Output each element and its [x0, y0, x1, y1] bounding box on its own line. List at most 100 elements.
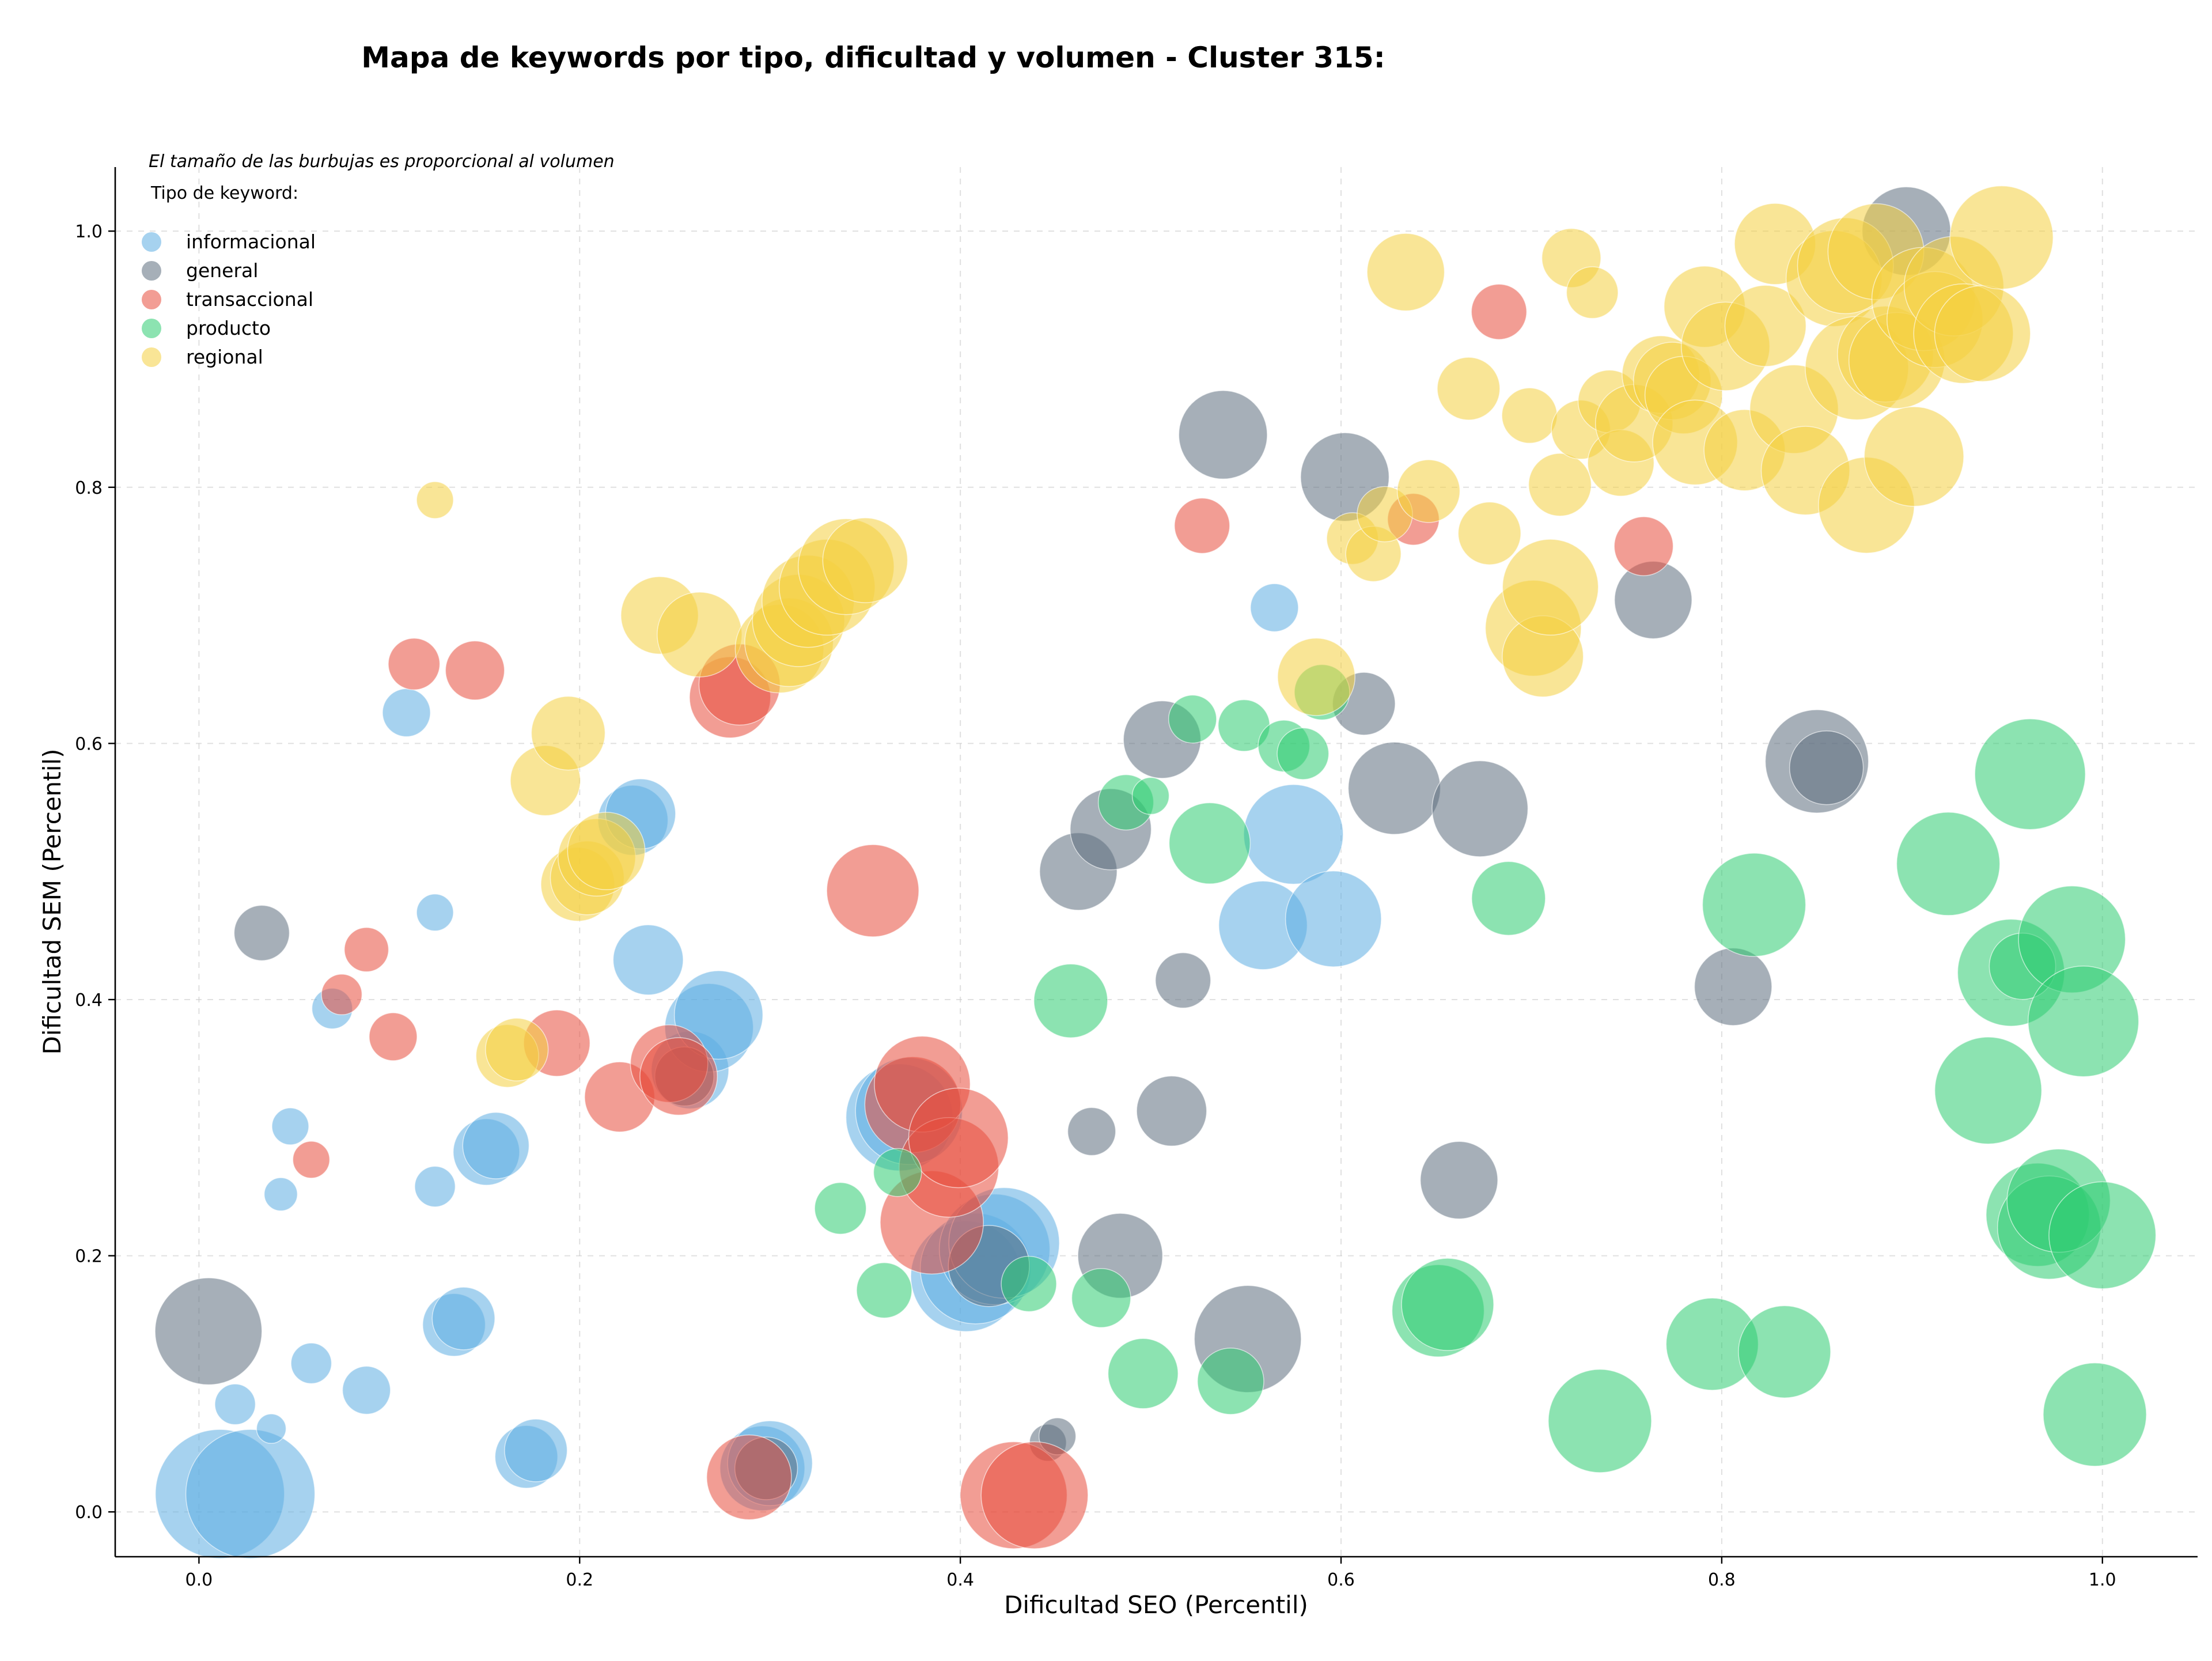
x-tick-label: 0.4	[946, 1570, 974, 1590]
bubble-producto	[1471, 861, 1546, 936]
bubble-informacional	[462, 1112, 530, 1179]
y-tick-label: 0.2	[75, 1247, 103, 1267]
bubble-regional	[567, 812, 646, 891]
legend-marker-regional	[142, 347, 161, 367]
bubble-producto	[1548, 1369, 1652, 1473]
bubble-general	[1694, 947, 1772, 1026]
legend-label-informacional: informacional	[186, 230, 316, 253]
bubble-regional	[1863, 406, 1964, 507]
bubble-regional	[1277, 637, 1356, 716]
bubble-transaccional	[908, 1087, 1009, 1189]
bubble-general	[154, 1277, 263, 1386]
bubble-producto	[1401, 1258, 1494, 1351]
bubble-regional	[1437, 357, 1501, 421]
series-regional	[416, 185, 2054, 1088]
bubble-producto	[1934, 1036, 2043, 1145]
bubble-producto	[1168, 802, 1251, 884]
bubble-layer	[154, 185, 2157, 1559]
bubble-producto	[2048, 1181, 2157, 1289]
bubble-general	[1178, 390, 1268, 480]
bubble-general	[1067, 1107, 1116, 1156]
bubble-informacional	[1285, 870, 1382, 967]
x-tick-label: 0.6	[1327, 1570, 1355, 1590]
bubble-transaccional	[980, 1441, 1089, 1549]
bubble-producto	[1033, 963, 1108, 1038]
bubble-transaccional	[639, 1037, 718, 1116]
y-axis-label: Dificultad SEM (Percentil)	[38, 749, 66, 1055]
bubble-general	[233, 905, 290, 962]
legend-label-general: general	[186, 259, 258, 282]
bubble-producto	[2043, 1362, 2147, 1467]
x-tick-label: 1.0	[2089, 1570, 2116, 1590]
bubble-informacional	[271, 1107, 309, 1145]
x-tick-label: 0.0	[185, 1570, 213, 1590]
legend-label-transaccional: transaccional	[186, 288, 313, 311]
bubble-regional	[822, 517, 908, 603]
bubble-regional	[531, 695, 606, 771]
y-tick-label: 0.8	[75, 478, 103, 498]
bubble-producto	[856, 1262, 912, 1319]
bubble-regional	[1502, 539, 1599, 636]
bubble-transaccional	[292, 1141, 331, 1179]
bubble-producto	[1001, 1255, 1057, 1312]
legend-label-producto: producto	[186, 317, 271, 339]
legend-marker-informacional	[142, 232, 161, 252]
bubble-producto	[2027, 966, 2139, 1077]
bubble-producto	[1107, 1338, 1179, 1409]
bubble-regional	[1724, 285, 1807, 367]
bubble-regional	[1934, 285, 2031, 382]
bubble-regional	[416, 481, 454, 519]
bubble-informacional	[290, 1342, 332, 1384]
bubble-transaccional	[1174, 497, 1230, 554]
bubble-regional	[657, 592, 743, 678]
bubble-informacional	[256, 1413, 287, 1444]
bubble-informacional	[504, 1418, 568, 1482]
bubble-producto	[1277, 727, 1330, 780]
bubble-producto	[873, 1148, 922, 1197]
bubble-regional	[1566, 266, 1619, 319]
bubble-transaccional	[706, 1434, 792, 1520]
legend-items: informacional general transaccional product…	[142, 230, 316, 368]
y-tick-label: 0.4	[75, 990, 103, 1011]
bubble-regional	[1366, 233, 1445, 312]
legend-label-regional: regional	[186, 346, 263, 368]
bubble-producto	[1896, 811, 2001, 916]
chart-title: Mapa de keywords por tipo, dificultad y …	[361, 41, 1385, 74]
x-tick-label: 0.2	[566, 1570, 593, 1590]
bubble-producto	[1131, 777, 1170, 815]
bubble-producto	[1168, 694, 1217, 744]
bubble-regional	[1949, 185, 2054, 290]
bubble-general	[1789, 730, 1864, 805]
bubble-producto	[1071, 1267, 1131, 1328]
bubble-producto	[1702, 853, 1806, 957]
bubble-transaccional	[1613, 516, 1674, 576]
bubble-informacional	[1250, 583, 1299, 633]
legend-marker-producto	[142, 319, 161, 338]
bubble-informacional	[431, 1287, 495, 1350]
bubble-regional	[1457, 501, 1521, 565]
bubble-producto	[1738, 1305, 1831, 1399]
x-tick-label: 0.8	[1708, 1570, 1736, 1590]
bubble-informacional	[185, 1429, 316, 1559]
y-tick-label: 0.0	[75, 1503, 103, 1523]
bubble-transaccional	[369, 1012, 418, 1061]
bubble-general	[1419, 1141, 1498, 1220]
bubble-transaccional	[445, 640, 505, 701]
bubble-informacional	[342, 1365, 391, 1415]
bubble-regional	[1501, 387, 1558, 444]
bubble-informacional	[416, 894, 454, 932]
bubble-regional	[485, 1017, 549, 1081]
bubble-general	[1347, 741, 1441, 835]
bubble-informacional	[612, 924, 684, 996]
bubble-regional	[1396, 459, 1461, 523]
y-tick-label: 1.0	[75, 222, 103, 242]
bubble-transaccional	[388, 637, 441, 691]
bubble-informacional	[263, 1177, 298, 1212]
series-transaccional	[292, 283, 1674, 1549]
bubble-informacional	[414, 1166, 456, 1208]
bubble-informacional	[382, 688, 431, 737]
bubble-producto	[814, 1182, 867, 1235]
legend-marker-transaccional	[142, 290, 161, 309]
bubble-informacional	[1243, 784, 1344, 885]
